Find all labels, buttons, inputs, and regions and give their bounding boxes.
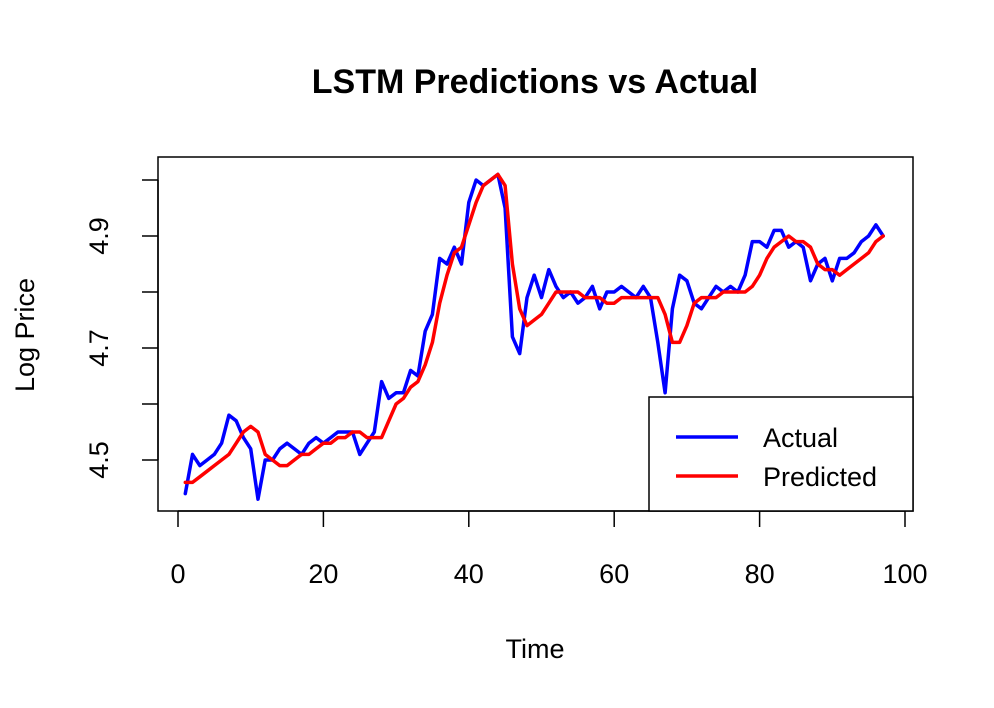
x-tick-label: 0 [170,559,185,589]
legend-label-predicted: Predicted [763,462,877,492]
series-layer [183,172,885,501]
x-tick-label: 60 [599,559,629,589]
x-axis-label: Time [506,634,565,664]
x-tick-label: 100 [882,559,927,589]
y-tick-label: 4.5 [84,441,114,479]
chart-title: LSTM Predictions vs Actual [312,63,759,101]
x-tick-label: 80 [745,559,775,589]
series-predicted-line [183,172,885,485]
legend: Actual Predicted [648,396,914,512]
y-axis-label: Log Price [10,278,40,392]
x-tick-label: 20 [308,559,338,589]
legend-box [648,396,914,512]
x-tick-label: 40 [454,559,484,589]
y-axis: 4.5 4.7 4.9 [84,179,159,479]
legend-label-actual: Actual [763,423,838,453]
y-tick-label: 4.7 [84,329,114,367]
y-tick-label: 4.9 [84,217,114,255]
x-axis: 0 20 40 60 80 100 [170,510,928,589]
